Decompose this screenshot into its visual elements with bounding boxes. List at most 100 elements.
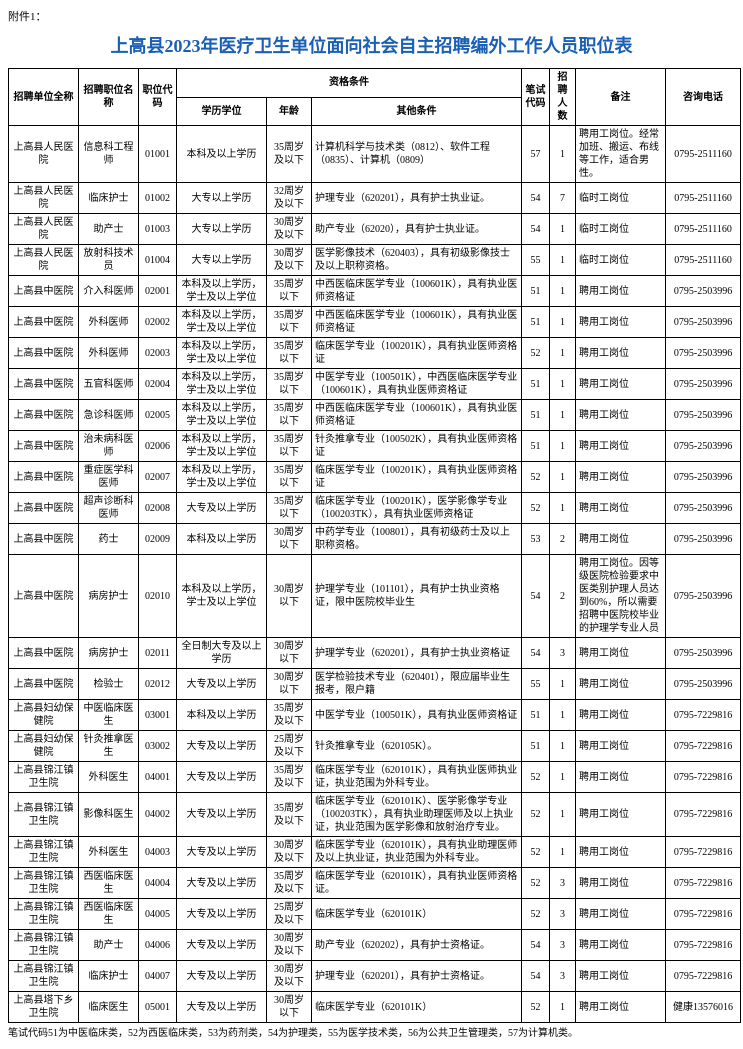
cell-phone: 0795-7229816 — [666, 899, 741, 930]
cell-code: 02008 — [139, 493, 177, 524]
cell-other: 临床医学专业（100201K），具有执业医师资格证 — [312, 462, 522, 493]
cell-phone: 0795-2503996 — [666, 669, 741, 700]
cell-code: 04001 — [139, 762, 177, 793]
cell-position: 检验士 — [79, 669, 139, 700]
cell-edu: 本科及以上学历 — [177, 700, 267, 731]
cell-phone: 0795-7229816 — [666, 961, 741, 992]
cell-exam: 51 — [522, 307, 550, 338]
page-title: 上高县2023年医疗卫生单位面向社会自主招聘编外工作人员职位表 — [8, 32, 735, 58]
table-row: 上高县人民医院放射科技术员01004大专以上学历30周岁及以下医学影像技术（62… — [9, 245, 741, 276]
table-row: 上高县中医院病房护士02010本科及以上学历，学士及以上学位30周岁以下护理学专… — [9, 555, 741, 638]
cell-num: 3 — [550, 868, 576, 899]
cell-age: 25周岁及以下 — [267, 899, 312, 930]
cell-position: 临床医生 — [79, 992, 139, 1023]
cell-code: 04006 — [139, 930, 177, 961]
cell-position: 治未病科医师 — [79, 431, 139, 462]
th-exam: 笔试代码 — [522, 69, 550, 126]
cell-note: 聘用工岗位 — [576, 868, 666, 899]
cell-other: 临床医学专业（620101K） — [312, 992, 522, 1023]
cell-other: 中西医临床医学专业（100601K），具有执业医师资格证 — [312, 276, 522, 307]
cell-note: 聘用工岗位 — [576, 276, 666, 307]
cell-other: 临床医学专业（620101K），具有执业助理医师及以上执业证，执业范围为外科专业… — [312, 837, 522, 868]
cell-position: 介入科医师 — [79, 276, 139, 307]
cell-age: 30周岁及以下 — [267, 245, 312, 276]
cell-edu: 大专及以上学历 — [177, 992, 267, 1023]
table-row: 上高县中医院检验士02012大专及以上学历30周岁以下医学检验技术专业（6204… — [9, 669, 741, 700]
table-row: 上高县中医院五官科医师02004本科及以上学历，学士及以上学位35周岁以下中医学… — [9, 369, 741, 400]
cell-note: 聘用工岗位 — [576, 762, 666, 793]
cell-exam: 54 — [522, 214, 550, 245]
cell-unit: 上高县中医院 — [9, 555, 79, 638]
cell-code: 02012 — [139, 669, 177, 700]
cell-exam: 54 — [522, 930, 550, 961]
th-note: 备注 — [576, 69, 666, 126]
cell-exam: 51 — [522, 369, 550, 400]
cell-num: 3 — [550, 961, 576, 992]
cell-num: 1 — [550, 700, 576, 731]
cell-other: 医学影像技术（620403），具有初级影像技士及以上职称资格。 — [312, 245, 522, 276]
table-row: 上高县锦江镇卫生院西医临床医生04004大专及以上学历35周岁及以下临床医学专业… — [9, 868, 741, 899]
cell-exam: 52 — [522, 868, 550, 899]
cell-position: 信息科工程师 — [79, 126, 139, 183]
cell-other: 针灸推拿专业（620105K）。 — [312, 731, 522, 762]
cell-age: 35周岁及以下 — [267, 793, 312, 837]
cell-exam: 54 — [522, 638, 550, 669]
cell-code: 04007 — [139, 961, 177, 992]
cell-edu: 本科及以上学历，学士及以上学位 — [177, 276, 267, 307]
cell-other: 护理专业（620201），具有护士执业证。 — [312, 183, 522, 214]
cell-position: 急诊科医师 — [79, 400, 139, 431]
cell-phone: 0795-2511160 — [666, 214, 741, 245]
cell-note: 聘用工岗位 — [576, 638, 666, 669]
cell-unit: 上高县塔下乡卫生院 — [9, 992, 79, 1023]
cell-unit: 上高县中医院 — [9, 307, 79, 338]
table-row: 上高县锦江镇卫生院西医临床医生04005大专及以上学历25周岁及以下临床医学专业… — [9, 899, 741, 930]
cell-exam: 57 — [522, 126, 550, 183]
cell-position: 临床护士 — [79, 961, 139, 992]
cell-position: 临床护士 — [79, 183, 139, 214]
cell-num: 2 — [550, 524, 576, 555]
th-position: 招聘职位名称 — [79, 69, 139, 126]
cell-unit: 上高县人民医院 — [9, 245, 79, 276]
cell-code: 02001 — [139, 276, 177, 307]
cell-age: 35周岁以下 — [267, 276, 312, 307]
cell-code: 04004 — [139, 868, 177, 899]
cell-code: 02004 — [139, 369, 177, 400]
cell-age: 30周岁及以下 — [267, 930, 312, 961]
cell-position: 五官科医师 — [79, 369, 139, 400]
cell-phone: 0795-7229816 — [666, 930, 741, 961]
cell-num: 3 — [550, 899, 576, 930]
cell-position: 西医临床医生 — [79, 868, 139, 899]
cell-num: 1 — [550, 431, 576, 462]
cell-exam: 52 — [522, 762, 550, 793]
cell-exam: 52 — [522, 992, 550, 1023]
cell-edu: 大专及以上学历 — [177, 961, 267, 992]
cell-edu: 本科及以上学历，学士及以上学位 — [177, 400, 267, 431]
cell-note: 聘用工岗位 — [576, 731, 666, 762]
th-code: 职位代码 — [139, 69, 177, 126]
cell-exam: 54 — [522, 183, 550, 214]
cell-num: 1 — [550, 793, 576, 837]
cell-exam: 52 — [522, 837, 550, 868]
cell-phone: 0795-2503996 — [666, 369, 741, 400]
positions-table: 招聘单位全称 招聘职位名称 职位代码 资格条件 笔试代码 招聘人数 备注 咨询电… — [8, 68, 741, 1023]
table-row: 上高县中医院重症医学科医师02007本科及以上学历，学士及以上学位35周岁以下临… — [9, 462, 741, 493]
cell-position: 外科医师 — [79, 338, 139, 369]
cell-age: 35周岁及以下 — [267, 868, 312, 899]
cell-age: 35周岁及以下 — [267, 700, 312, 731]
cell-code: 04005 — [139, 899, 177, 930]
table-row: 上高县中医院外科医师02003本科及以上学历，学士及以上学位35周岁以下临床医学… — [9, 338, 741, 369]
cell-unit: 上高县中医院 — [9, 400, 79, 431]
cell-unit: 上高县中医院 — [9, 369, 79, 400]
table-row: 上高县人民医院临床护士01002大专以上学历32周岁及以下护理专业（620201… — [9, 183, 741, 214]
cell-phone: 0795-2503996 — [666, 338, 741, 369]
table-row: 上高县人民医院助产士01003大专以上学历30周岁及以下助产专业（62020），… — [9, 214, 741, 245]
cell-position: 助产士 — [79, 930, 139, 961]
cell-num: 1 — [550, 462, 576, 493]
cell-num: 1 — [550, 338, 576, 369]
cell-code: 01004 — [139, 245, 177, 276]
cell-other: 助产专业（62020），具有护士执业证。 — [312, 214, 522, 245]
cell-phone: 0795-7229816 — [666, 793, 741, 837]
cell-unit: 上高县中医院 — [9, 338, 79, 369]
cell-code: 01002 — [139, 183, 177, 214]
cell-note: 聘用工岗位 — [576, 930, 666, 961]
